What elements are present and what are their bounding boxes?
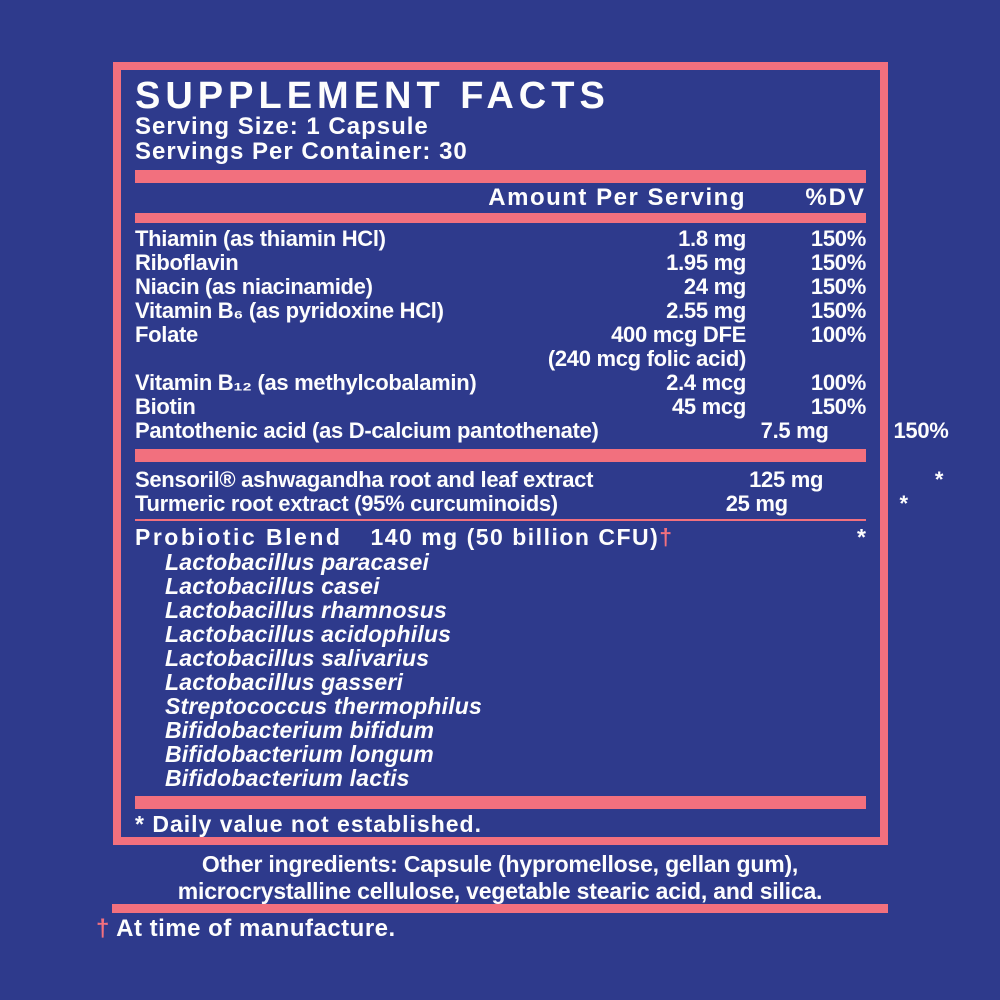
nutrient-name: Vitamin B₆ (as pyridoxine HCl) [135,298,444,323]
divider-bar-top [135,170,866,183]
nutrient-amount: 7.5 mg [760,418,829,443]
dv-column-header: %DV [805,184,866,211]
nutrient-dv: 150% [810,250,866,275]
nutrient-name: Biotin [135,394,196,419]
probiotic-species: Lactobacillus gasseri [165,669,404,695]
divider-bar-footnote [135,796,866,809]
probiotic-species: Lactobacillus casei [165,573,380,599]
table-row: Sensoril® ashwagandha root and leaf extr… [135,467,943,492]
probiotic-species: Bifidobacterium bifidum [165,717,435,743]
table-row: (240 mcg folic acid) [135,347,866,371]
manufacture-note-text: At time of manufacture. [116,915,396,942]
other-ingredients-line: Other ingredients: Capsule (hypromellose… [201,851,799,877]
table-row: Vitamin B₁₂ (as methylcobalamin) 2.4 mcg… [135,371,866,395]
botanical-rows: Sensoril® ashwagandha root and leaf extr… [135,467,943,516]
nutrient-dv: 100% [810,322,866,347]
nutrient-amount: 24 mg [683,274,746,299]
nutrient-amount: 45 mcg [671,394,746,419]
divider-hairline [135,519,866,521]
table-row: Pantothenic acid (as D-calcium pantothen… [135,418,949,443]
table-row: Thiamin (as thiamin HCl) 1.8 mg 150% [135,227,866,251]
nutrient-dv: 150% [893,418,949,443]
divider-bar-under-header [135,213,866,223]
table-row: Biotin 45 mcg 150% [135,395,866,419]
probiotic-blend-name: Probiotic Blend [135,524,343,550]
nutrient-dv: * [899,491,909,516]
servings-per-container: Servings Per Container: 30 [135,138,468,165]
nutrient-amount: 25 mg [725,491,788,516]
table-row: Folate 400 mcg DFE 100% [135,323,866,347]
probiotic-species-list: Lactobacillus paracasei Lactobacillus ca… [135,550,866,790]
dagger-mark: † [96,915,110,942]
nutrient-dv: 150% [810,394,866,419]
table-row: Riboflavin 1.95 mg 150% [135,251,866,275]
probiotic-blend-row: Probiotic Blend 140 mg (50 billion CFU)†… [135,524,866,550]
table-row: Vitamin B₆ (as pyridoxine HCl) 2.55 mg 1… [135,299,866,323]
nutrient-amount: 1.95 mg [666,250,746,275]
table-header: Amount Per Serving %DV [135,185,866,211]
nutrient-amount: 125 mg [749,467,824,492]
probiotic-species: Bifidobacterium lactis [165,765,410,791]
probiotic-species: Lactobacillus paracasei [165,549,430,575]
nutrient-amount: (240 mcg folic acid) [547,346,746,371]
probiotic-blend-dv: * [857,524,866,550]
nutrient-dv: 100% [810,370,866,395]
probiotic-species: Lactobacillus salivarius [165,645,430,671]
probiotic-blend-amount: 140 mg (50 billion CFU)† [370,524,673,550]
nutrient-dv: * [934,467,944,492]
table-row: Turmeric root extract (95% curcuminoids)… [135,491,908,516]
vitamin-rows: Thiamin (as thiamin HCl) 1.8 mg 150% Rib… [135,227,949,443]
nutrient-dv: 150% [810,298,866,323]
nutrient-name: Pantothenic acid (as D-calcium pantothen… [135,418,599,443]
nutrient-amount: 1.8 mg [678,226,746,251]
probiotic-amount-text: 140 mg (50 billion CFU) [370,524,660,550]
nutrient-name: Vitamin B₁₂ (as methylcobalamin) [135,370,477,395]
nutrient-name: Turmeric root extract (95% curcuminoids) [135,491,558,516]
nutrient-dv: 150% [810,274,866,299]
panel-title: SUPPLEMENT FACTS [135,75,610,117]
table-row: Niacin (as niacinamide) 24 mg 150% [135,275,866,299]
serving-size: Serving Size: 1 Capsule [135,113,429,140]
nutrient-dv: 150% [810,226,866,251]
manufacture-note: † At time of manufacture. [96,915,396,943]
supplement-facts-panel: SUPPLEMENT FACTS Serving Size: 1 Capsule… [113,62,949,845]
amount-column-header: Amount Per Serving [488,184,746,211]
nutrient-name: Thiamin (as thiamin HCl) [135,226,386,251]
probiotic-species: Lactobacillus acidophilus [165,621,452,647]
nutrient-amount: 400 mcg DFE [611,322,746,347]
other-ingredients-line: microcrystalline cellulose, vegetable st… [177,878,823,904]
nutrient-name: Niacin (as niacinamide) [135,274,373,299]
probiotic-species: Lactobacillus rhamnosus [165,597,447,623]
divider-bar-botanicals [135,449,866,462]
other-ingredients: Other ingredients: Capsule (hypromellose… [0,851,1000,905]
nutrient-amount: 2.4 mcg [666,370,746,395]
nutrient-name: Riboflavin [135,250,239,275]
dagger-mark: † [659,524,674,550]
nutrient-name: Sensoril® ashwagandha root and leaf extr… [135,467,594,492]
divider-bar-bottom [112,904,888,913]
nutrient-amount: 2.55 mg [666,298,746,323]
probiotic-species: Bifidobacterium longum [165,741,434,767]
nutrient-name: Folate [135,322,198,347]
probiotic-species: Streptococcus thermophilus [165,693,483,719]
daily-value-footnote: * Daily value not established. [135,811,482,837]
